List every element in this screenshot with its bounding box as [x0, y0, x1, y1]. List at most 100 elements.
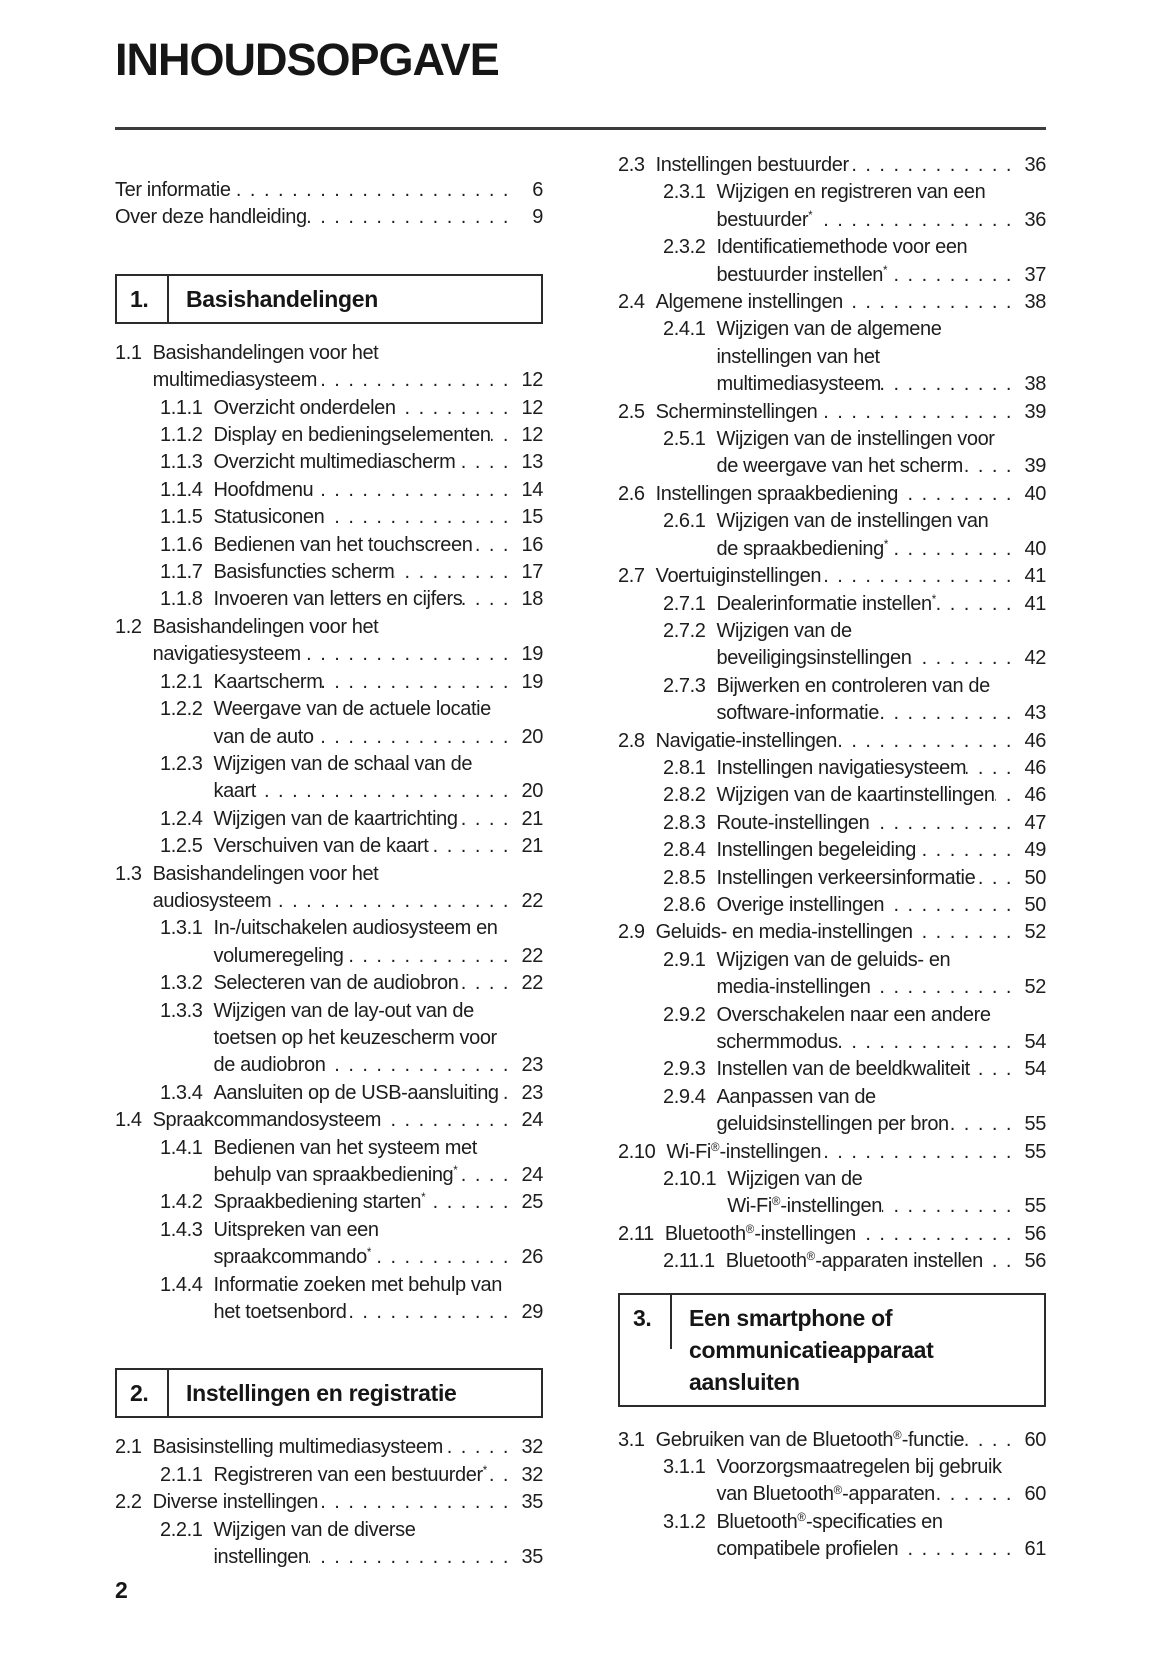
entry-text-block: Gebruiken van de Bluetooth®-functie.....… — [656, 1427, 1047, 1454]
entry-page-number: 15 — [521, 506, 544, 529]
toc-entry: 2.4 Algemene instellingen................… — [618, 289, 1046, 316]
entry-line: schermmodus.............................… — [716, 1029, 1046, 1056]
entry-line: Voorzorgsmaatregelen bij gebruik — [716, 1454, 1046, 1481]
entry-page-number: 39 — [1024, 400, 1047, 423]
entry-line: Instellingen bestuurder.................… — [656, 152, 1047, 179]
entry-page-number: 43 — [1024, 702, 1047, 725]
leader-dots-string: ........................................… — [817, 400, 1020, 423]
leader-dots-string: ........................................… — [837, 1031, 1020, 1053]
entry-page-number: 50 — [1024, 866, 1047, 889]
entry-title: Wijzigen van de — [727, 1168, 863, 1191]
toc-entry: 2.8.1 Instellingen navigatiesysteem......… — [618, 755, 1046, 782]
entry-number: 1.2.3 — [160, 752, 203, 775]
entry-number: 2.4 — [618, 291, 645, 314]
entry-title: Basishandelingen voor het — [152, 341, 379, 364]
entry-line: Wijzigen van de — [716, 618, 1046, 645]
entry-line: Wi-Fi®-instellingen.....................… — [666, 1139, 1046, 1166]
entry-number: 1.3.1 — [160, 917, 203, 940]
leader-dots: ........................................… — [949, 1111, 1020, 1138]
leader-dots: ........................................… — [916, 837, 1020, 864]
entry-line: Bedienen van het touchscreen............… — [213, 532, 543, 559]
leader-dots: ........................................… — [499, 1080, 517, 1107]
entry-text-block: Bedienen van het touchscreen............… — [213, 532, 543, 559]
entry-number: 2.1.1 — [160, 1463, 203, 1486]
entry-title: multimediasysteem — [716, 373, 881, 396]
leader-dots: ........................................… — [458, 806, 517, 833]
toc-entry: 2.7.3 Bijwerken en controleren van de soft… — [618, 673, 1046, 728]
entry-text-block: Diverse instellingen....................… — [153, 1489, 544, 1516]
entry-title: volumeregeling — [213, 944, 344, 967]
leader-dots: ........................................… — [843, 289, 1020, 316]
leader-dots-string: ........................................… — [879, 702, 1020, 725]
entry-title: Scherminstellingen — [655, 400, 818, 423]
entry-page-number: 41 — [1024, 565, 1047, 588]
entry-line: Instellingen spraakbediening............… — [656, 481, 1047, 508]
entry-line: Wijzigen van de algemene — [716, 316, 1046, 343]
leader-dots-string: ........................................… — [915, 839, 1020, 862]
entry-text-block: Wijzigen van de kaartinstellingen.......… — [716, 782, 1046, 809]
leader-dots-string: ........................................… — [499, 1081, 517, 1104]
leader-dots: ........................................… — [936, 591, 1020, 618]
entry-page-number: 29 — [521, 1301, 544, 1324]
toc-entry: Over deze handleiding...................… — [115, 204, 543, 231]
entry-page-number: 52 — [1024, 921, 1047, 944]
entry-text-block: Basisinstelling multimediasysteem.......… — [153, 1434, 544, 1461]
leader-dots-string: ........................................… — [396, 396, 517, 419]
leader-dots: ........................................… — [231, 177, 517, 204]
entry-text-block: Registreren van een bestuurder*.........… — [213, 1462, 543, 1489]
entry-page-number: 55 — [1024, 1195, 1047, 1218]
entry-page-number: 55 — [1024, 1140, 1047, 1163]
superscript-marker: * — [453, 1164, 458, 1178]
leader-dots: ........................................… — [491, 422, 517, 449]
entry-page-number: 38 — [1024, 291, 1047, 314]
entry-number: 2.2 — [115, 1491, 142, 1514]
entry-line: Bluetooth®-specificaties en — [716, 1509, 1046, 1536]
entry-title: Kaartscherm — [213, 670, 323, 693]
entry-number: 2.8.4 — [663, 839, 706, 862]
entry-page-number: 14 — [521, 478, 544, 501]
toc-entry: 2.1 Basisinstelling multimediasysteem....… — [115, 1434, 543, 1461]
entry-line: Identificatiemethode voor een — [716, 234, 1046, 261]
entry-number: 2.9.1 — [663, 948, 706, 971]
entry-line: Gebruiken van de Bluetooth®-functie.....… — [656, 1427, 1047, 1454]
entry-title: Bedienen van het systeem met — [213, 1136, 477, 1159]
entry-title: Wijzigen van de algemene — [716, 318, 942, 341]
toc-entry: 1.2.5 Verschuiven van de kaart...........… — [115, 833, 543, 860]
entry-page-number: 54 — [1024, 1031, 1047, 1053]
entry-page-number: 24 — [521, 1164, 544, 1186]
entry-text-block: Instellingen spraakbediening............… — [656, 481, 1047, 508]
entry-line: Instellingen begeleiding................… — [716, 837, 1046, 864]
leader-dots-string: ........................................… — [837, 729, 1020, 752]
entry-title: Dealerinformatie instellen* — [716, 592, 937, 615]
entry-title: Voorzorgsmaatregelen bij gebruik — [716, 1456, 1002, 1479]
entry-title: Informatie zoeken met behulp van — [213, 1273, 502, 1296]
leader-dots-string: ........................................… — [371, 1246, 517, 1269]
title-divider — [115, 127, 1046, 130]
entry-number: 1.4 — [115, 1109, 142, 1132]
entry-text-block: Uitspreken van een spraakcommando*.......… — [213, 1217, 543, 1272]
leader-dots-string: ........................................… — [855, 1222, 1020, 1245]
entry-page-number: 22 — [521, 889, 544, 912]
leader-dots: ........................................… — [856, 1221, 1020, 1248]
section-number: 2. — [117, 1370, 169, 1417]
entry-title: Navigatie-instellingen — [655, 729, 838, 752]
toc-entry: 1.1.6 Bedienen van het touchscreen.......… — [115, 532, 543, 559]
entry-number: 1.3.3 — [160, 999, 203, 1022]
leader-dots: ........................................… — [995, 782, 1020, 809]
entry-title: beveiligingsinstellingen — [716, 647, 912, 670]
entry-page-number: 46 — [1024, 729, 1047, 752]
leader-dots-string: ........................................… — [231, 179, 517, 201]
entry-line: multimediasysteem.......................… — [153, 367, 544, 394]
entry-line: Wi-Fi®-instellingen.....................… — [727, 1193, 1046, 1220]
entry-line: Spraakcommandosysteem...................… — [153, 1107, 544, 1134]
entry-line: bestuurder instellen*...................… — [716, 262, 1046, 289]
entry-line: Ter informatie..........................… — [115, 177, 543, 204]
leader-dots: ........................................… — [458, 1162, 517, 1189]
leader-dots: ........................................… — [318, 1489, 517, 1516]
entry-text-block: Scherminstellingen......................… — [655, 399, 1047, 426]
entry-page-number: 25 — [521, 1191, 544, 1214]
entry-line: Bluetooth®-apparaten instellen..........… — [726, 1248, 1047, 1275]
leader-dots-string: ........................................… — [325, 1054, 517, 1077]
toc-entry: 2.10 Wi-Fi®-instellingen.................… — [618, 1139, 1046, 1166]
leader-dots-string: ........................................… — [936, 592, 1020, 615]
